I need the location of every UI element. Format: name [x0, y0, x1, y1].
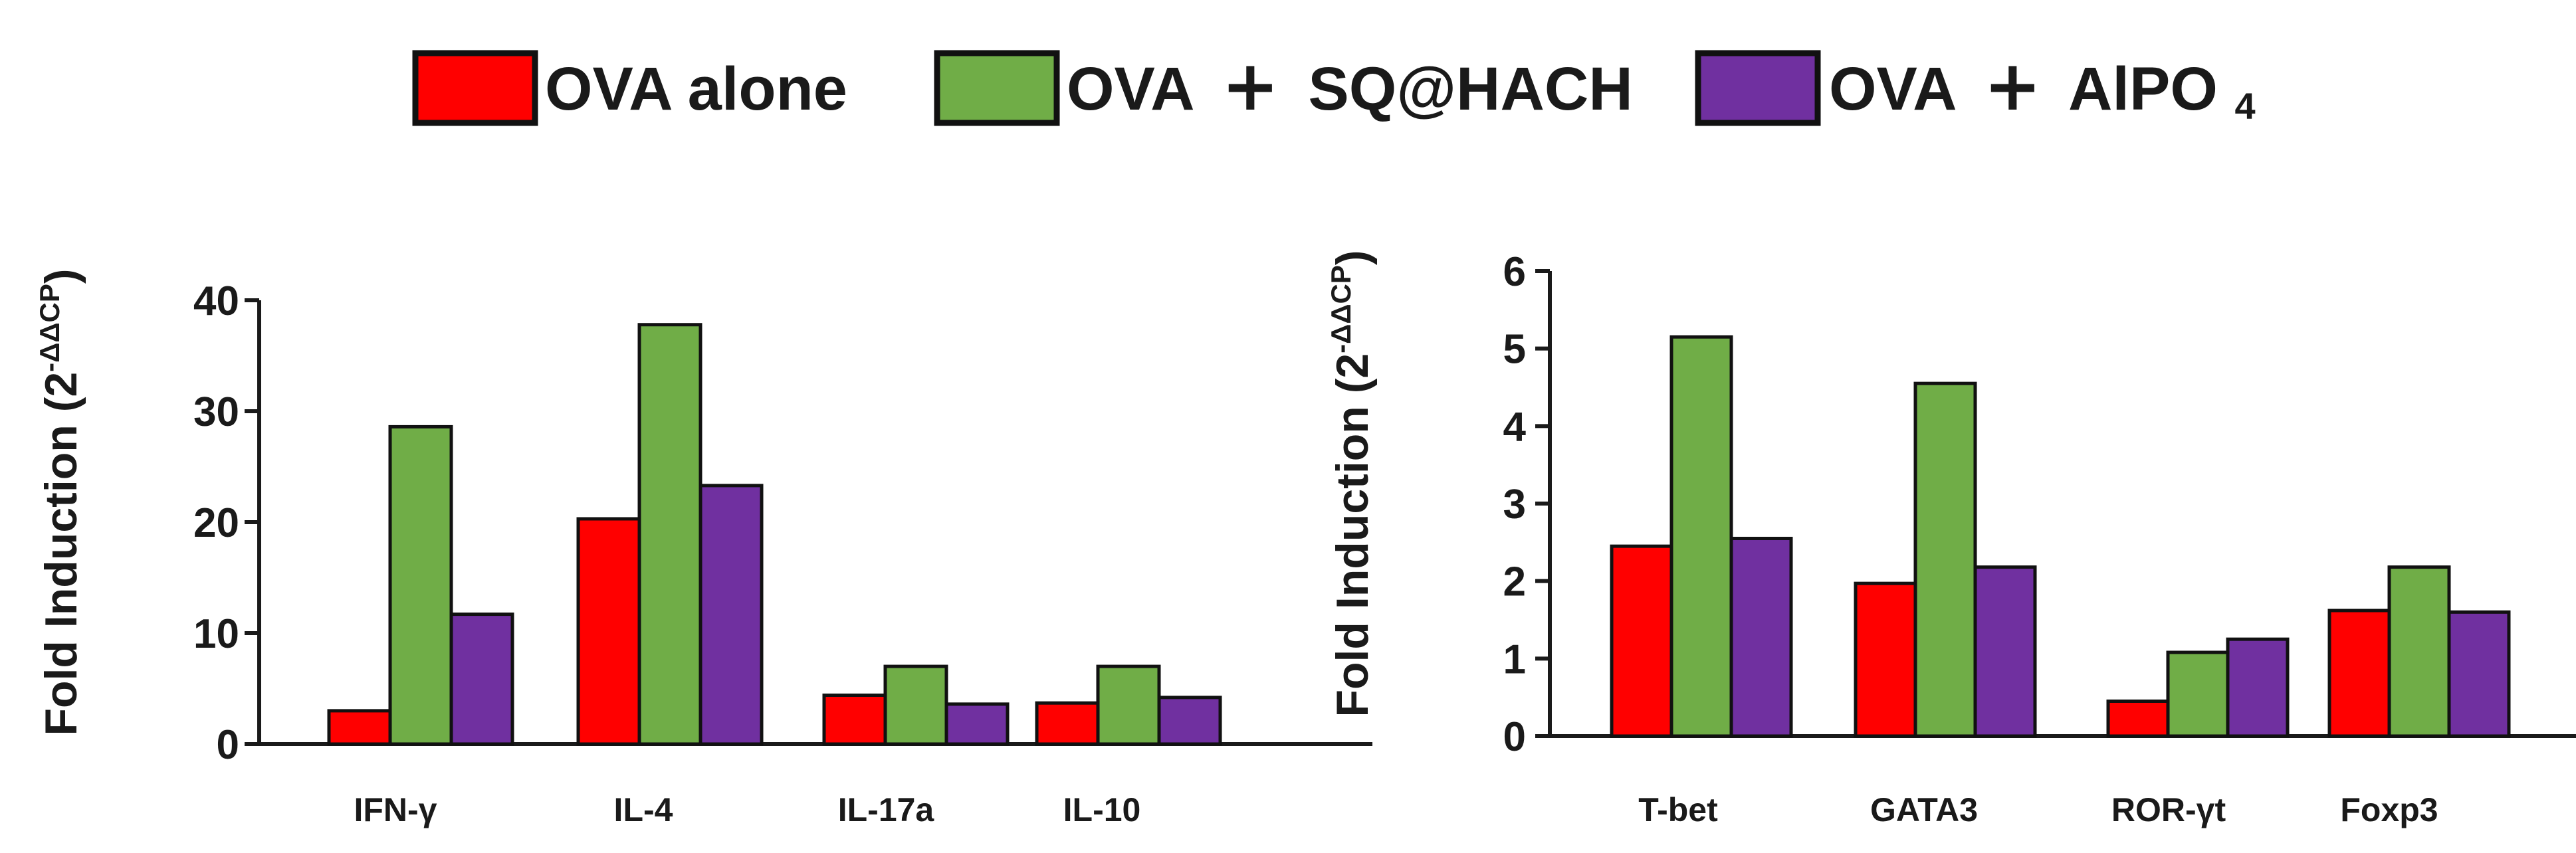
- legend-label-ova-sq-hach-plus: +: [1222, 45, 1279, 126]
- legend-swatch-ova-alone: [412, 50, 538, 126]
- bar-il-10-ova-alone: [1035, 701, 1100, 746]
- transcription-factor-chart: 0 1 2 3 4 5 6 Fold Induction (2-ΔΔCP) T-bet GATA3…: [1325, 249, 2576, 828]
- bar-il-17a-ova-alpo4: [944, 702, 1010, 746]
- category-label-foxp3: Foxp3: [2340, 791, 2438, 828]
- category-label-ror-gammat: ROR-γt: [2111, 791, 2226, 828]
- bar-ror-gammat-ova-sq-hach: [2166, 650, 2230, 738]
- bar-il-17a-ova-sq-hach: [883, 664, 948, 746]
- bar-il-10-ova-sq-hach: [1096, 664, 1161, 746]
- y-axis-label-main: Fold Induction (2: [1327, 353, 1378, 717]
- category-label-gata3: GATA3: [1870, 791, 1978, 828]
- y-tick-label: 6: [1503, 249, 1526, 295]
- legend-label-ova-alpo4-plus: +: [1984, 45, 2042, 126]
- category-label-il-10: IL-10: [1063, 791, 1141, 828]
- legend-label-ova-alpo4-rest: AlPO: [2068, 55, 2218, 123]
- y-tick-label: 20: [193, 500, 239, 546]
- bar-ifn-gamma-ova-alpo4: [449, 613, 514, 746]
- legend-label-ova-alone: OVA alone: [545, 55, 847, 123]
- legend-swatch-ova-alpo4: [1695, 50, 1821, 126]
- bar-foxp3-ova-alone: [2327, 609, 2391, 738]
- legend-label-ova-alpo4-prefix: OVA: [1829, 55, 1956, 123]
- bar-il-17a-ova-alone: [822, 694, 887, 746]
- category-label-t-bet: T-bet: [1638, 791, 1718, 828]
- y-axis-label: Fold Induction (2-ΔΔCP): [34, 268, 86, 735]
- bar-ror-gammat-ova-alpo4: [2226, 637, 2290, 738]
- legend-label-ova-sq-hach-rest: SQ@HACH: [1308, 55, 1632, 123]
- legend-entry-ova-alone: OVA alone: [412, 50, 847, 126]
- bar-il-4-ova-alone: [576, 517, 641, 746]
- legend-entry-ova-sq-hach: OVA + SQ@HACH: [934, 45, 1633, 126]
- y-tick-label: 0: [1503, 714, 1526, 760]
- y-axis-label: Fold Induction (2-ΔΔCP): [1325, 250, 1378, 717]
- bar-il-4-ova-sq-hach: [637, 323, 702, 746]
- bar-ror-gammat-ova-alone: [2106, 700, 2170, 738]
- bar-il-4-ova-alpo4: [698, 484, 764, 746]
- bar-il-10-ova-alpo4: [1157, 696, 1222, 746]
- y-tick-label: 1: [1503, 636, 1526, 682]
- bar-foxp3-ova-alpo4: [2447, 610, 2511, 738]
- y-axis-label-superscript: -ΔΔCP: [1325, 265, 1356, 353]
- legend-entry-ova-alpo4: OVA + AlPO 4: [1695, 45, 2256, 127]
- bar-gata3-ova-alpo4: [1973, 565, 2037, 738]
- category-label-ifn-gamma: IFN-γ: [354, 791, 437, 828]
- legend-label-ova-sq-hach-prefix: OVA: [1067, 55, 1194, 123]
- bar-foxp3-ova-sq-hach: [2387, 565, 2451, 738]
- y-tick-label: 5: [1503, 327, 1526, 373]
- y-tick-label: 10: [193, 611, 239, 657]
- y-axis-label-close: ): [36, 268, 86, 284]
- category-label-il-17a: IL-17a: [838, 791, 935, 828]
- y-tick-label: 4: [1503, 404, 1527, 450]
- bar-t-bet-ova-alpo4: [1729, 537, 1793, 738]
- bar-t-bet-ova-alone: [1610, 544, 1673, 738]
- legend-label-ova-sq-hach: OVA + SQ@HACH: [1067, 45, 1633, 126]
- legend-label-ova-alpo4-sub: 4: [2234, 85, 2255, 127]
- bar-ifn-gamma-ova-alone: [327, 709, 392, 746]
- bar-gata3-ova-sq-hach: [1913, 381, 1977, 738]
- legend: OVA alone OVA + SQ@HACH OVA + AlPO 4: [412, 45, 2256, 127]
- y-tick-label: 3: [1503, 482, 1526, 527]
- y-axis-label-main: Fold Induction (2: [36, 372, 86, 736]
- y-tick-label: 30: [193, 389, 239, 435]
- bar-gata3-ova-alone: [1854, 581, 1917, 738]
- legend-label-ova-alpo4: OVA + AlPO 4: [1829, 45, 2256, 127]
- bar-t-bet-ova-sq-hach: [1669, 335, 1733, 738]
- bar-ifn-gamma-ova-sq-hach: [388, 425, 453, 746]
- category-label-il-4: IL-4: [614, 791, 673, 828]
- y-tick-label: 2: [1503, 559, 1526, 605]
- y-axis-label-superscript: -ΔΔCP: [34, 284, 65, 372]
- y-tick-label: 40: [193, 278, 239, 324]
- y-tick-label: 0: [217, 722, 239, 768]
- legend-swatch-ova-sq-hach: [934, 50, 1060, 126]
- y-axis-label-close: ): [1327, 250, 1378, 265]
